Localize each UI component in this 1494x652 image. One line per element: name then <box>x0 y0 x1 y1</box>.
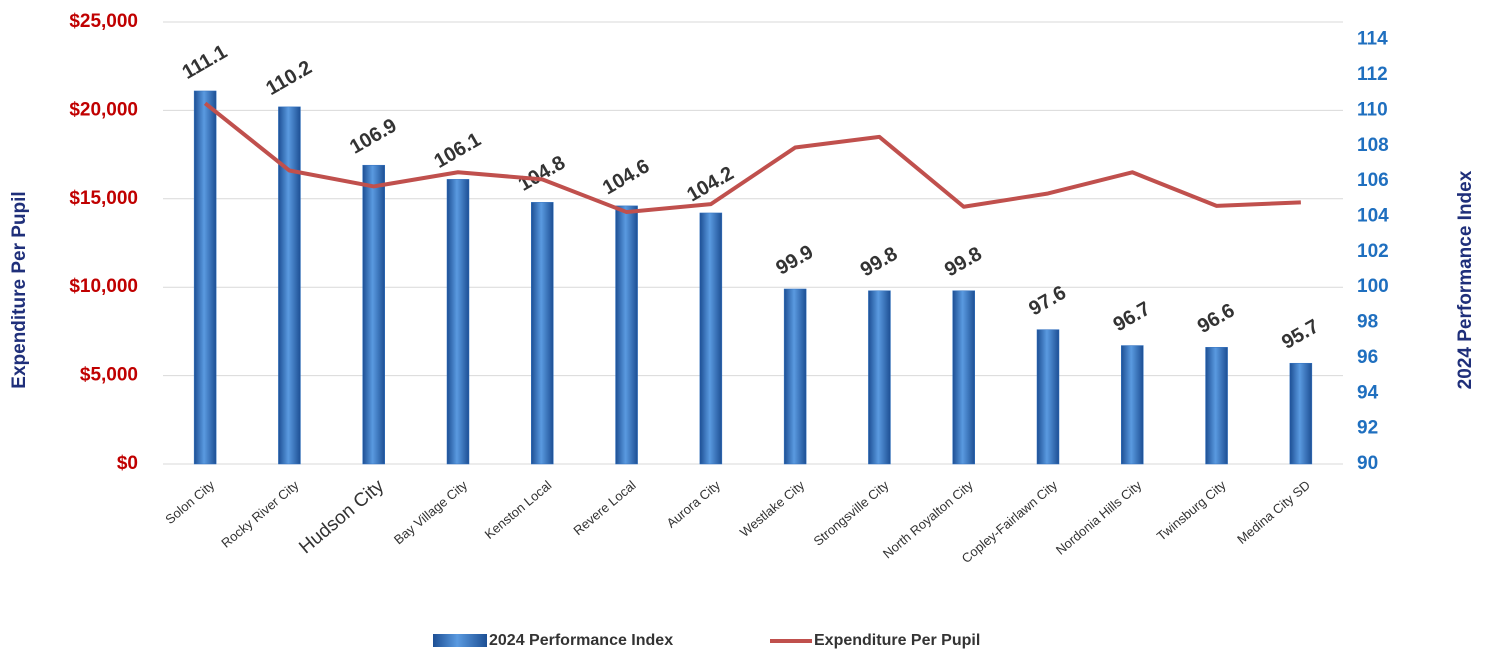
y2-tick-label: 90 <box>1357 453 1378 474</box>
x-tick-label: Rocky River City <box>218 477 302 551</box>
y-tick-label: $15,000 <box>69 188 138 209</box>
bar <box>699 212 723 465</box>
y-tick-label: $10,000 <box>69 276 138 297</box>
bar <box>531 202 554 465</box>
x-tick-label: Revere Local <box>570 477 638 538</box>
bar <box>783 288 807 465</box>
data-label: 104.6 <box>599 155 653 199</box>
y2-tick-label: 94 <box>1357 382 1379 403</box>
y2-tick-label: 98 <box>1357 312 1378 333</box>
data-label: 96.7 <box>1110 298 1155 337</box>
y-tick-label: $0 <box>117 453 138 474</box>
y2-tick-label: 102 <box>1357 241 1389 262</box>
bar <box>868 290 891 465</box>
x-tick-label: Strongsville City <box>811 477 892 549</box>
data-label: 110.2 <box>262 56 315 100</box>
data-label: 99.9 <box>772 241 817 280</box>
data-label: 104.8 <box>515 152 569 196</box>
y2-tick-label: 114 <box>1357 29 1388 50</box>
y-tick-label: $20,000 <box>69 99 138 120</box>
data-label: 106.9 <box>346 115 400 159</box>
data-label: 106.1 <box>430 129 484 173</box>
bar <box>193 90 217 465</box>
legend-label: Expenditure Per Pupil <box>814 632 980 649</box>
y-axis-title: Expenditure Per Pupil <box>9 191 30 388</box>
x-tick-label: North Royalton City <box>880 477 976 561</box>
y2-tick-label: 110 <box>1357 99 1388 120</box>
bar <box>1289 362 1313 465</box>
y2-tick-label: 96 <box>1357 347 1378 368</box>
x-tick-label: Aurora City <box>664 477 724 531</box>
bar <box>362 164 385 465</box>
data-label: 95.7 <box>1278 315 1323 354</box>
line <box>203 101 1301 215</box>
data-label: 96.6 <box>1194 299 1239 338</box>
y-tick-label: $5,000 <box>80 365 138 386</box>
x-tick-label: Solon City <box>162 477 217 527</box>
x-tick-label: Twinsburg City <box>1154 477 1229 544</box>
x-tick-label: Kenston Local <box>482 477 555 542</box>
bar <box>1205 347 1228 465</box>
x-tick-label: Westlake City <box>737 477 808 540</box>
x-tick-label: Medina City SD <box>1234 477 1313 547</box>
bar <box>1036 329 1060 465</box>
y2-tick-label: 112 <box>1357 64 1388 85</box>
bar <box>1121 345 1144 465</box>
x-tick-label: Bay Village City <box>391 477 471 547</box>
y-tick-label: $25,000 <box>69 11 138 32</box>
data-label: 99.8 <box>941 243 986 282</box>
y2-tick-label: 104 <box>1357 205 1389 226</box>
x-tick-label: Hudson City <box>295 475 388 558</box>
y2-tick-label: 108 <box>1357 135 1389 156</box>
data-label: 104.2 <box>683 162 737 206</box>
data-label: 111.1 <box>179 41 231 84</box>
bar <box>952 290 975 465</box>
bar <box>615 205 638 465</box>
x-tick-label: Nordonia Hills City <box>1053 477 1145 558</box>
bar <box>446 179 470 465</box>
bar <box>278 106 301 465</box>
y2-axis-title: 2024 Performance Index <box>1455 170 1476 389</box>
legend-swatch <box>433 634 487 647</box>
data-label: 99.8 <box>857 243 902 282</box>
y2-tick-label: 100 <box>1357 276 1389 297</box>
legend-label: 2024 Performance Index <box>489 632 673 649</box>
y2-tick-label: 92 <box>1357 418 1378 439</box>
y2-tick-label: 106 <box>1357 170 1389 191</box>
